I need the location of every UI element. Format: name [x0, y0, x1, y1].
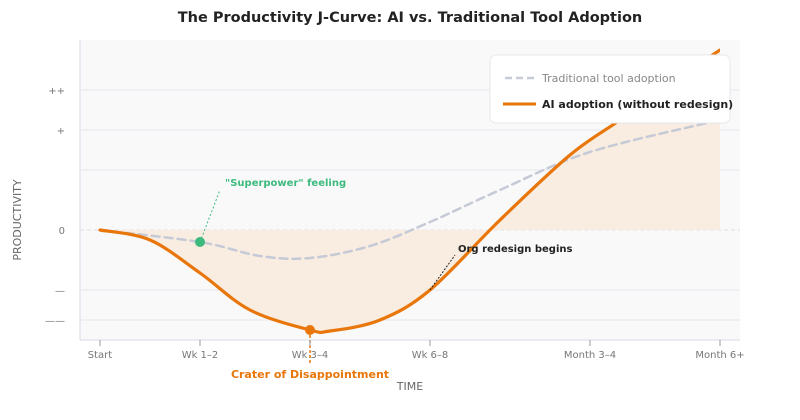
annotation-marker-crater	[305, 325, 315, 335]
legend: Traditional tool adoption AI adoption (w…	[489, 54, 733, 124]
annotation-marker-superpower	[195, 237, 205, 247]
annotations: "Superpower" feeling Crater of Disappoint…	[195, 178, 573, 381]
y-tick-label: —	[55, 286, 65, 297]
x-tick-label: Wk 6–8	[412, 350, 449, 361]
y-tick-label: ——	[45, 316, 65, 327]
area-fills	[100, 50, 720, 333]
x-tick-label: Wk 1–2	[182, 350, 219, 361]
x-axis-label: TIME	[396, 380, 423, 393]
legend-label-traditional: Traditional tool adoption	[541, 72, 676, 85]
area-fill-ai	[100, 50, 720, 333]
chart-title: The Productivity J-Curve: AI vs. Traditi…	[178, 10, 642, 26]
series-line-traditional	[98, 118, 720, 261]
x-tick-label: Month 6+	[695, 350, 744, 361]
annotation-superpower: "Superpower" feeling	[225, 178, 346, 189]
annotation-org-redesign: Org redesign begins	[458, 244, 573, 255]
y-tick-label: +	[57, 126, 65, 137]
x-tick-label: Wk 3–4	[292, 350, 329, 361]
legend-label-ai: AI adoption (without redesign)	[542, 98, 733, 111]
x-tick-label: Start	[88, 350, 113, 361]
ticks: +++0———Start Wk 1–2 Wk 3–4 Wk 6–8 Month 3–4 M…	[45, 86, 745, 361]
y-tick-label: ++	[48, 86, 65, 97]
y-axis-label: PRODUCTIVITY	[11, 179, 24, 261]
x-tick-label: Month 3–4	[564, 350, 616, 361]
annotation-leader	[199, 189, 221, 243]
annotation-crater: Crater of Disappointment	[231, 368, 389, 381]
y-tick-label: 0	[59, 226, 65, 237]
annotation-leader	[429, 254, 456, 291]
legend-box	[489, 54, 731, 124]
